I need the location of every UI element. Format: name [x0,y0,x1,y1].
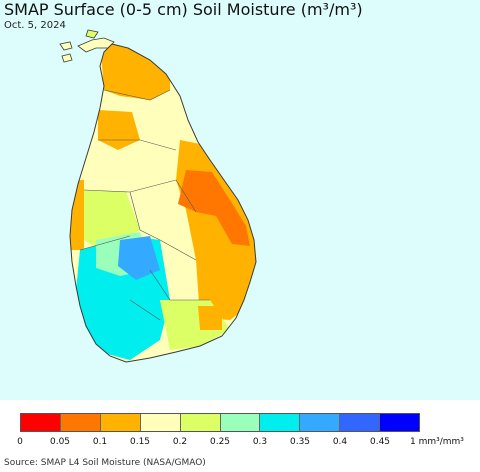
colorbar-tick-label: 0.25 [209,437,231,447]
colorbar [20,413,420,432]
colorbar-tick-label: 0.05 [49,437,71,447]
colorbar-swatch [380,414,420,431]
region-highland-wet [118,236,160,280]
colorbar-tick-label: 0.45 [369,437,391,447]
colorbar-swatch [340,414,381,431]
coastal-islet [61,53,73,63]
map-panel: SMAP Surface (0-5 cm) Soil Moisture (m³/… [0,0,480,400]
region-north-dry [100,44,170,100]
map-title: SMAP Surface (0-5 cm) Soil Moisture (m³/… [4,0,363,19]
coastal-islet [59,41,73,51]
colorbar-swatch [260,414,301,431]
colorbar-swatch [60,414,101,431]
colorbar-tick-label: 0.3 [252,437,268,447]
colorbar-swatch [220,414,261,431]
colorbar-tick-label: 0.1 [92,437,108,447]
colorbar-ticks: 0 0.05 0.1 0.15 0.2 0.25 0.3 0.35 0.4 0.45 1 mm³/m… [0,437,480,451]
colorbar-tick-label: 1 mm³/mm³ [410,437,464,447]
district-borders [79,89,210,321]
colorbar-tick-label: 0.2 [172,437,188,447]
region-south-east-dry [198,306,222,330]
soil-moisture-map [59,29,257,363]
colorbar-tick-label: 0.4 [332,437,348,447]
colorbar-swatch [100,414,141,431]
map-date: Oct. 5, 2024 [4,20,66,31]
colorbar-swatch [300,414,341,431]
colorbar-tick-label: 0.15 [129,437,151,447]
coastal-islet [85,29,99,39]
colorbar-swatch [140,414,181,431]
colorbar-swatch [21,414,61,431]
colorbar-tick-label: 0.35 [289,437,311,447]
region-east-very-dry [178,170,250,246]
colorbar-tick-label: 0 [17,437,23,447]
colorbar-swatch [180,414,221,431]
source-credit: Source: SMAP L4 Soil Moisture (NASA/GMAO… [4,458,206,468]
